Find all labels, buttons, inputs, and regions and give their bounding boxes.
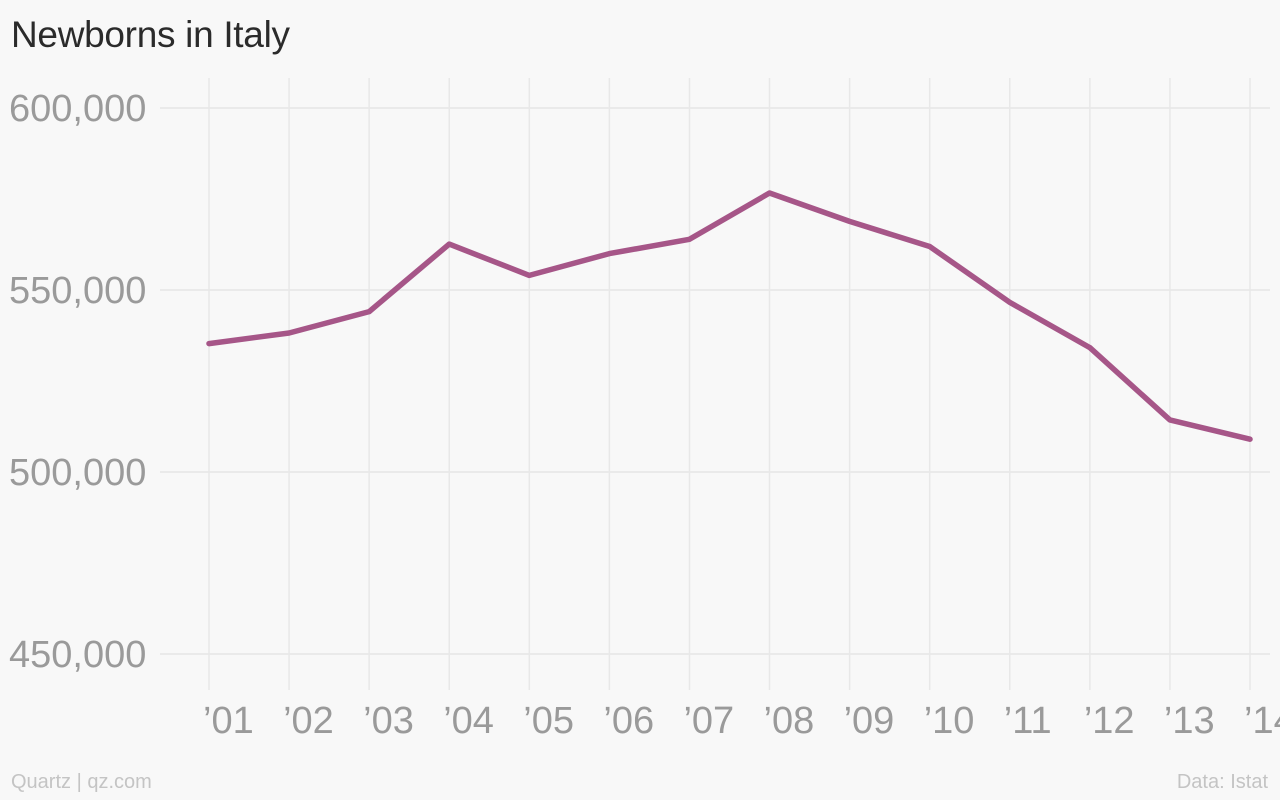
x-tick-label: ’13 [1164,700,1215,742]
x-tick-label: ’02 [283,700,334,742]
x-tick-label: ’01 [203,700,254,742]
data-point [286,330,292,336]
x-tick-label: ’05 [523,700,574,742]
data-point [606,251,612,257]
x-tick-label: ’09 [844,700,895,742]
data-point [1087,345,1093,351]
data-point [927,244,933,250]
x-tick-label: ’07 [683,700,734,742]
data-point [446,241,452,247]
data-point [686,236,692,242]
grid [160,78,1270,690]
data-source: Data: Istat [1176,771,1268,793]
y-tick-label: 600,000 [9,88,146,130]
chart-title: Newborns in Italy [11,14,290,55]
data-point [1247,436,1253,442]
x-tick-label: ’06 [603,700,654,742]
y-tick-label: 550,000 [9,270,146,312]
x-tick-label: ’03 [363,700,414,742]
data-point [366,309,372,315]
data-point [206,341,212,347]
x-tick-label: ’10 [924,700,975,742]
data-point [847,218,853,224]
y-axis-ticks: 450,000 500,000 550,000 600,000 [9,88,146,676]
x-tick-label: ’14 [1244,700,1280,742]
x-axis-ticks: ’01 ’02 ’03 ’04 ’05 ’06 ’07 ’08 ’09 ’10 ’11 ’12 ’13 ’… [203,700,1280,742]
data-point [1007,299,1013,305]
series-line [206,190,1253,442]
y-tick-label: 500,000 [9,452,146,494]
x-tick-label: ’11 [1004,700,1052,742]
data-point [767,190,773,196]
data-point [1167,417,1173,423]
series-layer [206,190,1253,442]
y-tick-label: 450,000 [9,634,146,676]
data-point [526,272,532,278]
x-tick-label: ’04 [443,700,494,742]
x-tick-label: ’12 [1084,700,1135,742]
source-credit: Quartz | qz.com [11,771,152,793]
x-tick-label: ’08 [764,700,815,742]
